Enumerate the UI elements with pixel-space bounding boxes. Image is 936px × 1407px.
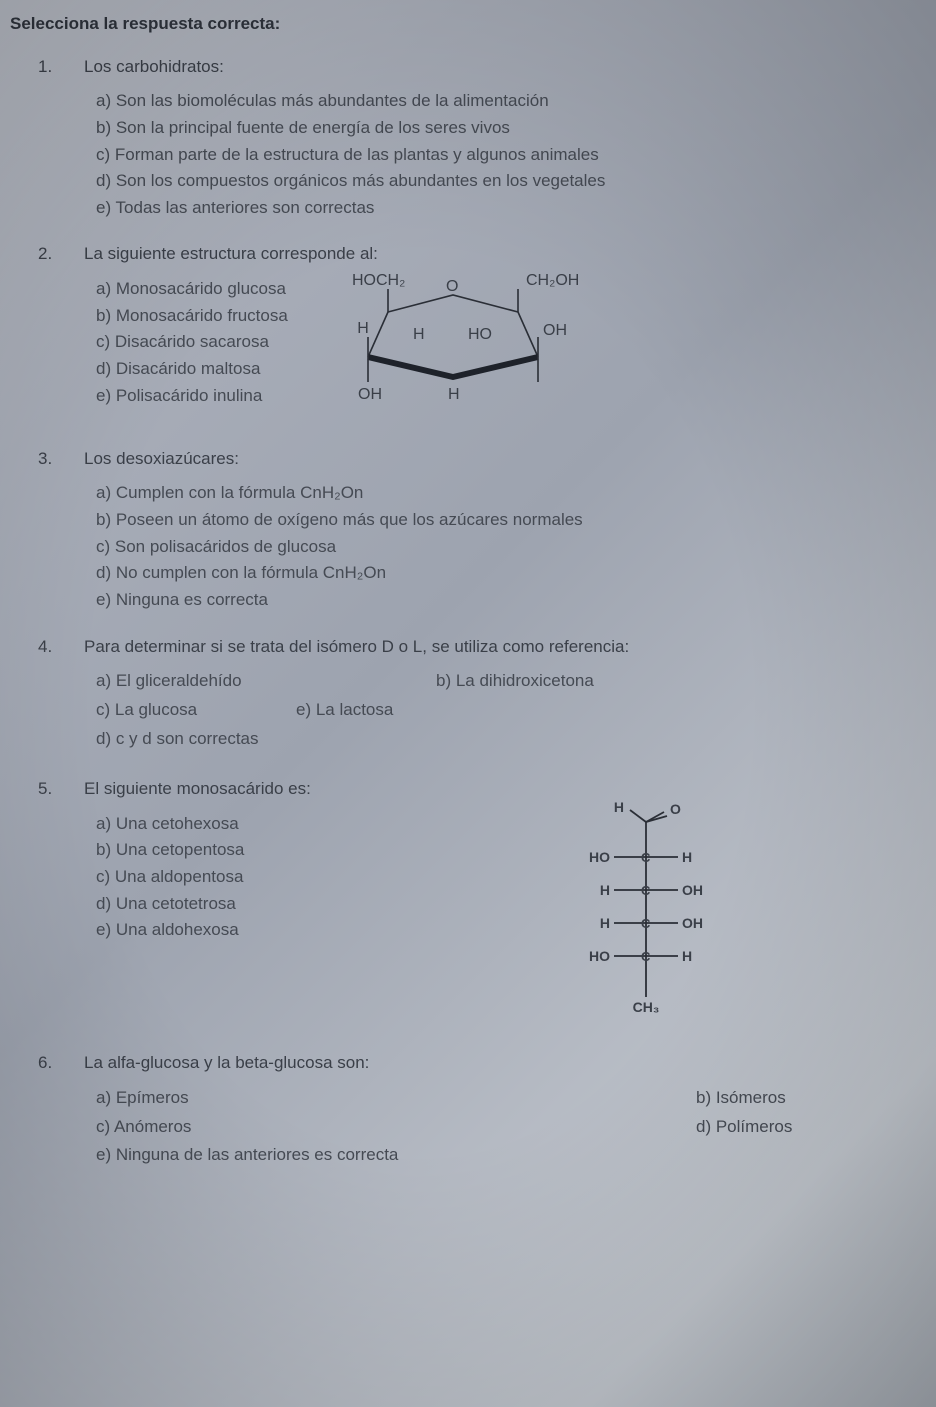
label-oh-bottom-left: OH xyxy=(358,386,382,403)
label-oh-top-right: OH xyxy=(543,322,567,339)
label-o: O xyxy=(446,278,458,295)
q4-opt-a: a) El gliceraldehído xyxy=(96,669,396,694)
q6-opt-a: a) Epímeros xyxy=(96,1086,656,1111)
q2-number: 2. xyxy=(38,242,60,267)
q2-opt-c: c) Disacárido sacarosa xyxy=(96,330,288,355)
question-1: 1. Los carbohidratos: a) Son las biomolé… xyxy=(10,55,916,221)
q1-number: 1. xyxy=(38,55,60,80)
page-title: Selecciona la respuesta correcta: xyxy=(10,12,916,37)
q6-opt-b: b) Isómeros xyxy=(696,1086,856,1111)
q6-text: La alfa-glucosa y la beta-glucosa son: xyxy=(84,1051,369,1076)
q6-opt-e: e) Ninguna de las anteriores es correcta xyxy=(96,1143,656,1168)
label-hoch2: HOCH₂ xyxy=(352,272,405,289)
q6-number: 6. xyxy=(38,1051,60,1076)
q2-opt-e: e) Polisacárido inulina xyxy=(96,384,288,409)
q5-opt-d: d) Una cetotetrosa xyxy=(96,892,536,917)
q6-opt-c: c) Anómeros xyxy=(96,1115,656,1140)
label-ho-inner: HO xyxy=(468,326,492,343)
fischer-bottom: CH₃ xyxy=(633,999,660,1015)
svg-text:C: C xyxy=(641,949,651,964)
q6-opt-d: d) Polímeros xyxy=(696,1115,856,1140)
svg-text:C: C xyxy=(641,850,651,865)
q3-opt-c: c) Son polisacáridos de glucosa xyxy=(96,535,916,560)
q2-opt-a: a) Monosacárido glucosa xyxy=(96,277,288,302)
q5-number: 5. xyxy=(38,777,60,802)
q2-text: La siguiente estructura corresponde al: xyxy=(84,242,378,267)
q4-opt-b: b) La dihidroxicetona xyxy=(436,669,696,694)
q1-opt-e: e) Todas las anteriores son correctas xyxy=(96,196,916,221)
q3-number: 3. xyxy=(38,447,60,472)
fischer-r4: H xyxy=(682,948,692,964)
question-4: 4. Para determinar si se trata del isóme… xyxy=(10,635,916,756)
fischer-top-h: H xyxy=(614,802,624,815)
q3-opt-b: b) Poseen un átomo de oxígeno más que lo… xyxy=(96,508,916,533)
q1-text: Los carbohidratos: xyxy=(84,55,224,80)
question-5: 5. El siguiente monosacárido es: a) Una … xyxy=(10,777,916,1029)
fischer-r1: H xyxy=(682,849,692,865)
q4-number: 4. xyxy=(38,635,60,660)
q3-opt-d: d) No cumplen con la fórmula CnH₂On xyxy=(96,561,916,586)
fischer-r2: OH xyxy=(682,882,703,898)
q5-text: El siguiente monosacárido es: xyxy=(84,777,311,802)
question-3: 3. Los desoxiazúcares: a) Cumplen con la… xyxy=(10,447,916,613)
q1-opt-a: a) Son las biomoléculas más abundantes d… xyxy=(96,89,916,114)
fischer-l2: H xyxy=(600,882,610,898)
fischer-top-o: O xyxy=(670,802,681,817)
fischer-l4: HO xyxy=(589,948,610,964)
q4-text: Para determinar si se trata del isómero … xyxy=(84,635,629,660)
fischer-l1: HO xyxy=(589,849,610,865)
q4-opt-c: c) La glucosa xyxy=(96,698,256,723)
label-h-inner: H xyxy=(413,326,425,343)
question-6: 6. La alfa-glucosa y la beta-glucosa son… xyxy=(10,1051,916,1172)
q5-opt-c: c) Una aldopentosa xyxy=(96,865,536,890)
label-h-bottom: H xyxy=(448,386,460,403)
label-ch2oh: CH₂OH xyxy=(526,272,579,289)
svg-text:C: C xyxy=(641,916,651,931)
fischer-projection-diagram: H O HO C H H C OH H C OH HO C xyxy=(566,802,726,1030)
q1-opt-b: b) Son la principal fuente de energía de… xyxy=(96,116,916,141)
q4-opt-d: d) c y d son correctas xyxy=(96,727,356,752)
q3-opt-a: a) Cumplen con la fórmula CnH₂On xyxy=(96,481,916,506)
q3-text: Los desoxiazúcares: xyxy=(84,447,239,472)
q1-opt-c: c) Forman parte de la estructura de las … xyxy=(96,143,916,168)
fischer-r3: OH xyxy=(682,915,703,931)
q1-opt-d: d) Son los compuestos orgánicos más abun… xyxy=(96,169,916,194)
svg-text:C: C xyxy=(641,883,651,898)
q5-opt-a: a) Una cetohexosa xyxy=(96,812,536,837)
q2-opt-b: b) Monosacárido fructosa xyxy=(96,304,288,329)
fischer-l3: H xyxy=(600,915,610,931)
furanose-ring-diagram: HOCH₂ O CH₂OH H H HO OH OH H xyxy=(318,267,608,425)
q5-opt-b: b) Una cetopentosa xyxy=(96,838,536,863)
q3-opt-e: e) Ninguna es correcta xyxy=(96,588,916,613)
q2-opt-d: d) Disacárido maltosa xyxy=(96,357,288,382)
q5-opt-e: e) Una aldohexosa xyxy=(96,918,536,943)
label-h-top-left: H xyxy=(357,320,369,337)
question-2: 2. La siguiente estructura corresponde a… xyxy=(10,242,916,424)
q4-opt-e: e) La lactosa xyxy=(296,698,596,723)
